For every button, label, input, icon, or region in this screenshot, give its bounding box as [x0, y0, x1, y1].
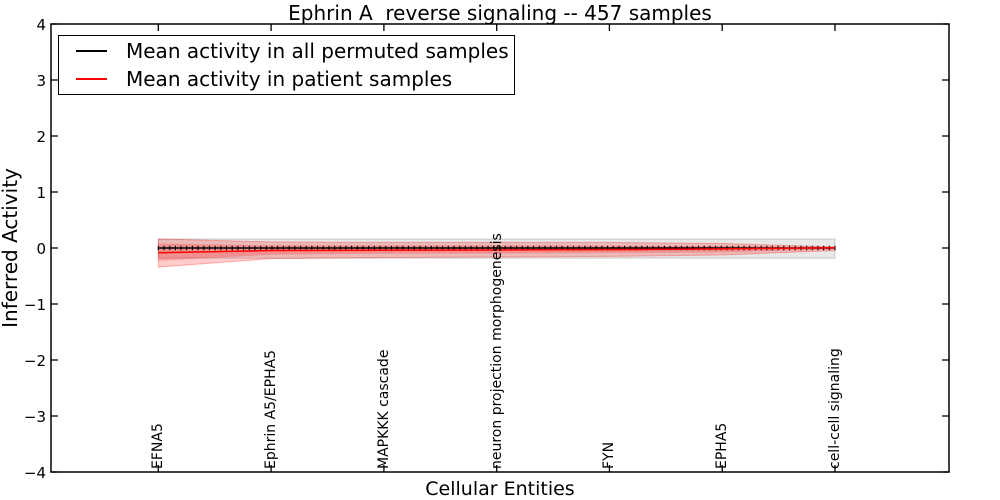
y-tick-label: −3: [24, 408, 46, 426]
x-tick-label: neuron projection morphogenesis: [489, 233, 505, 469]
tick-marks: [51, 23, 949, 473]
x-tick-label: cell-cell signaling: [827, 348, 843, 469]
x-axis-label: Cellular Entities: [425, 478, 575, 500]
y-tick-label: 2: [36, 128, 46, 146]
y-tick-label: −2: [24, 352, 46, 370]
x-tick-label: MAPKKK cascade: [376, 350, 392, 469]
series-line-1: [158, 246, 836, 254]
legend-label: Mean activity in all permuted samples: [126, 38, 509, 63]
y-tick-label: 0: [36, 240, 46, 258]
y-tick-label: 4: [36, 16, 46, 34]
legend-item-patient: Mean activity in patient samples: [59, 65, 514, 93]
legend-label: Mean activity in patient samples: [126, 67, 453, 92]
x-tick-label: Ephrin A5/EPHA5: [263, 350, 279, 469]
legend-item-permuted: Mean activity in all permuted samples: [59, 37, 514, 65]
y-axis-label: Inferred Activity: [0, 168, 22, 328]
x-tick-label: FYN: [601, 442, 617, 469]
y-tick-label: −4: [24, 464, 46, 482]
y-tick-label: 3: [36, 72, 46, 90]
x-tick-label: EPHA5: [714, 423, 730, 469]
legend-line-red: [76, 78, 107, 81]
legend: Mean activity in all permuted samples Me…: [58, 35, 515, 95]
x-tick-label: EFNA5: [150, 423, 166, 469]
series-lines: [157, 245, 836, 254]
chart-title: Ephrin A reverse signaling -- 457 sample…: [288, 1, 712, 25]
legend-line-black: [76, 49, 107, 52]
y-tick-label: −1: [24, 296, 46, 314]
patient-samples-std-outer-band: [157, 238, 836, 268]
y-tick-label: 1: [36, 184, 46, 202]
